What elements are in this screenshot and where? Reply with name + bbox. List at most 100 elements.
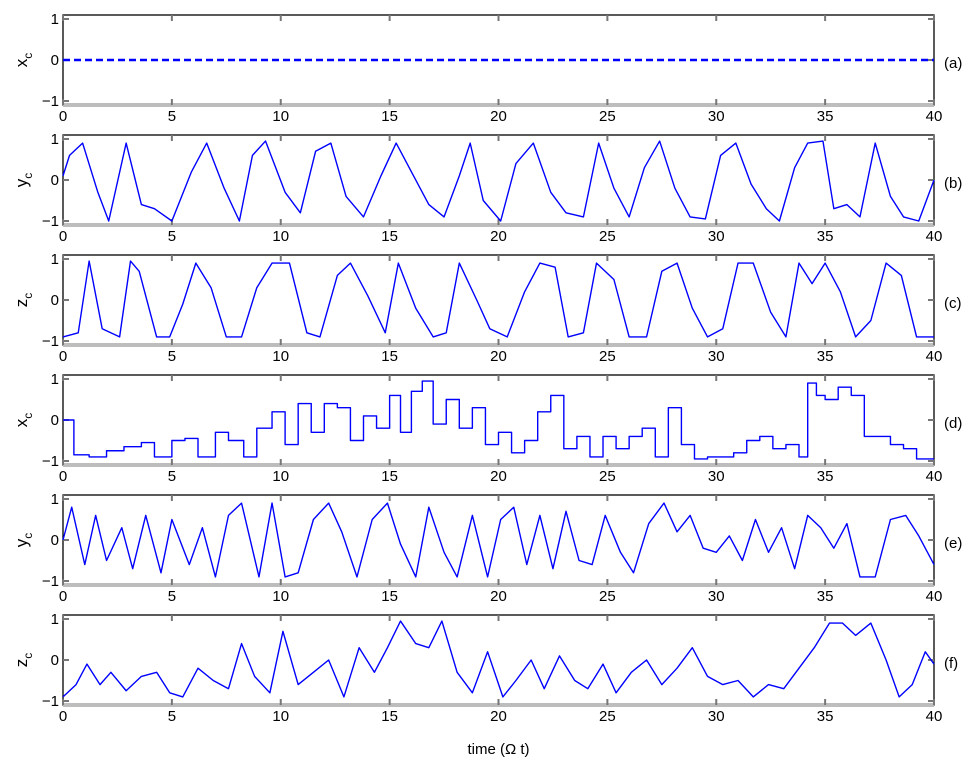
x-tick-label-d: 20 xyxy=(490,468,507,485)
x-tick-label-b: 40 xyxy=(926,228,943,245)
x-tick-label-f: 0 xyxy=(59,708,67,725)
x-tick-label-a: 25 xyxy=(599,108,616,125)
x-tick-label-c: 40 xyxy=(926,348,943,365)
series-line-d xyxy=(63,380,934,460)
x-tick-label-d: 5 xyxy=(168,468,176,485)
y-tick-label-f: 0 xyxy=(51,652,59,669)
x-tick-label-e: 30 xyxy=(708,588,725,605)
x-tick-label-c: 20 xyxy=(490,348,507,365)
x-tick-label-c: 25 xyxy=(599,348,616,365)
x-tick-label-d: 0 xyxy=(59,468,67,485)
y-tick-label-c: −1 xyxy=(42,333,59,350)
x-tick-label-a: 0 xyxy=(59,108,67,125)
y-axis-label-sub-b: c xyxy=(21,173,35,179)
y-tick-label-b: −1 xyxy=(42,213,59,230)
x-tick-label-f: 10 xyxy=(272,708,289,725)
y-tick-label-e: −1 xyxy=(42,573,59,590)
x-tick-label-b: 35 xyxy=(817,228,834,245)
x-tick-label-e: 15 xyxy=(381,588,398,605)
axes-frame-b xyxy=(62,134,935,226)
x-tick-label-b: 25 xyxy=(599,228,616,245)
axes-frame-d xyxy=(62,374,935,466)
y-axis-label-main-f: z xyxy=(12,659,31,668)
series-line-e xyxy=(62,502,935,578)
x-tick-label-a: 15 xyxy=(381,108,398,125)
x-tick-label-f: 35 xyxy=(817,708,834,725)
x-tick-label-e: 0 xyxy=(59,588,67,605)
y-axis-label-sub-a: c xyxy=(21,53,35,59)
x-tick-label-b: 15 xyxy=(381,228,398,245)
x-tick-label-a: 40 xyxy=(926,108,943,125)
y-axis-label-main-a: x xyxy=(12,58,31,67)
y-tick-label-d: −1 xyxy=(42,453,59,470)
series-line-f xyxy=(62,620,935,698)
y-tick-label-f: 1 xyxy=(51,611,59,628)
y-axis-label-e: yc xyxy=(12,533,35,548)
x-tick-label-a: 35 xyxy=(817,108,834,125)
panel-label-d: (d) xyxy=(944,415,962,432)
x-tick-label-b: 10 xyxy=(272,228,289,245)
x-tick-label-e: 40 xyxy=(926,588,943,605)
y-axis-label-sub-e: c xyxy=(21,533,35,539)
x-tick-label-d: 40 xyxy=(926,468,943,485)
axes-frame-f xyxy=(62,614,935,706)
y-axis-label-a: xc xyxy=(12,53,35,68)
panel-label-f: (f) xyxy=(944,655,958,672)
y-tick-label-d: 1 xyxy=(51,371,59,388)
x-tick-label-c: 15 xyxy=(381,348,398,365)
x-tick-label-d: 10 xyxy=(272,468,289,485)
y-axis-label-main-c: z xyxy=(12,299,31,308)
y-tick-label-f: −1 xyxy=(42,693,59,710)
y-axis-label-c: zc xyxy=(12,293,35,308)
panel-label-a: (a) xyxy=(944,55,962,72)
y-axis-label-main-e: y xyxy=(12,538,31,547)
y-axis-label-f: zc xyxy=(12,653,35,668)
y-tick-label-a: 1 xyxy=(51,11,59,28)
series-line-b xyxy=(62,140,935,222)
panel-label-b: (b) xyxy=(944,175,962,192)
x-tick-label-a: 5 xyxy=(168,108,176,125)
x-tick-label-e: 10 xyxy=(272,588,289,605)
x-tick-label-b: 20 xyxy=(490,228,507,245)
x-tick-label-f: 30 xyxy=(708,708,725,725)
series-line-c xyxy=(62,260,934,338)
x-tick-label-f: 25 xyxy=(599,708,616,725)
x-tick-label-a: 20 xyxy=(490,108,507,125)
x-tick-label-e: 35 xyxy=(817,588,834,605)
x-tick-label-f: 15 xyxy=(381,708,398,725)
y-axis-label-sub-c: c xyxy=(21,293,35,299)
x-tick-label-d: 15 xyxy=(381,468,398,485)
y-axis-label-d: xc xyxy=(12,413,35,428)
x-tick-label-f: 40 xyxy=(926,708,943,725)
x-tick-label-e: 5 xyxy=(168,588,176,605)
y-tick-label-a: −1 xyxy=(42,93,59,110)
y-axis-label-sub-d: c xyxy=(21,413,35,419)
y-tick-label-c: 0 xyxy=(51,292,59,309)
y-tick-label-b: 0 xyxy=(51,172,59,189)
x-tick-label-d: 35 xyxy=(817,468,834,485)
x-tick-label-c: 0 xyxy=(59,348,67,365)
x-tick-label-b: 0 xyxy=(59,228,67,245)
x-tick-label-f: 20 xyxy=(490,708,507,725)
x-tick-label-b: 5 xyxy=(168,228,176,245)
y-tick-label-b: 1 xyxy=(51,131,59,148)
axes-frame-e xyxy=(62,494,935,586)
x-tick-label-c: 30 xyxy=(708,348,725,365)
y-axis-label-main-b: y xyxy=(12,178,31,187)
x-tick-label-c: 35 xyxy=(817,348,834,365)
x-tick-label-a: 30 xyxy=(708,108,725,125)
x-axis-label: time (Ω t) xyxy=(467,741,529,758)
y-tick-label-e: 1 xyxy=(51,491,59,508)
x-tick-label-c: 5 xyxy=(168,348,176,365)
x-tick-label-e: 25 xyxy=(599,588,616,605)
panel-label-c: (c) xyxy=(944,295,962,312)
x-tick-label-d: 30 xyxy=(708,468,725,485)
x-tick-label-d: 25 xyxy=(599,468,616,485)
